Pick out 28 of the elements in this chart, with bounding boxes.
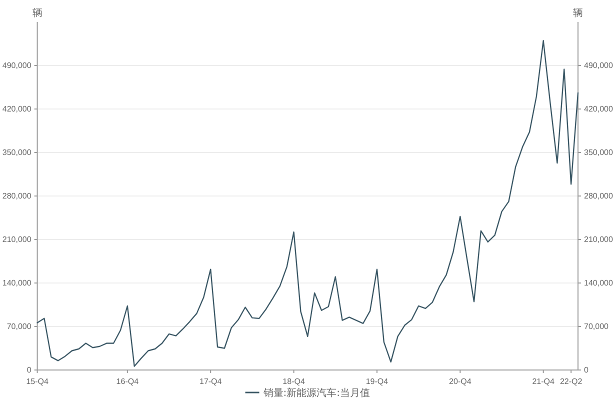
y-axis-title: 辆 xyxy=(32,7,42,19)
x-tick-label: 15-Q4 xyxy=(26,377,49,386)
y2-tick-label: 210,000 xyxy=(584,235,614,244)
x-tick-label: 19-Q4 xyxy=(366,377,389,386)
legend-label: 销量:新能源汽车:当月值 xyxy=(262,387,370,399)
y2-tick-label: 70,000 xyxy=(584,322,610,332)
y2-tick-label: 420,000 xyxy=(584,104,614,114)
y-tick-label: 350,000 xyxy=(2,148,32,158)
x-tick-label: 20-Q4 xyxy=(449,377,472,386)
y2-tick-label: 0 xyxy=(584,366,589,375)
x-tick-label: 16-Q4 xyxy=(116,377,140,386)
y-tick-label: 210,000 xyxy=(2,235,32,244)
x-tick-label: 21-Q4 xyxy=(532,377,556,386)
y-tick-label: 0 xyxy=(26,366,32,375)
x-tick-label: 17-Q4 xyxy=(199,377,222,386)
y2-axis-title: 辆 xyxy=(573,7,583,19)
y2-tick-label: 350,000 xyxy=(584,148,614,158)
y2-tick-label: 140,000 xyxy=(584,278,614,288)
y-tick-label: 70,000 xyxy=(6,322,32,332)
y-tick-label: 420,000 xyxy=(2,104,32,114)
y2-tick-label: 490,000 xyxy=(584,61,614,70)
y-tick-label: 280,000 xyxy=(2,192,32,201)
y-tick-label: 140,000 xyxy=(2,278,32,288)
y-tick-label: 490,000 xyxy=(2,61,32,70)
line-series xyxy=(36,40,579,367)
x-tick-label: 22-Q2 xyxy=(560,377,583,386)
x-tick-label: 18-Q4 xyxy=(282,377,306,386)
y2-tick-label: 280,000 xyxy=(584,192,614,201)
